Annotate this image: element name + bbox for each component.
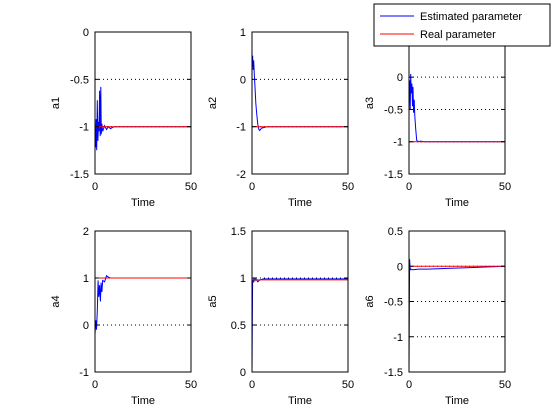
y-axis-label: a1 bbox=[50, 97, 62, 109]
y-tick-label: 0 bbox=[240, 367, 246, 379]
legend: Estimated parameter Real parameter bbox=[373, 3, 551, 47]
x-tick-label: 0 bbox=[249, 181, 255, 193]
y-tick-label: 1 bbox=[240, 273, 246, 285]
x-tick-label: 50 bbox=[185, 181, 197, 193]
x-axis-label: Time bbox=[288, 197, 312, 209]
axes-frame bbox=[94, 31, 192, 175]
y-tick-label: -1.5 bbox=[70, 169, 89, 181]
x-axis-label: Time bbox=[288, 395, 312, 407]
y-tick-label: 1 bbox=[83, 273, 89, 285]
x-tick-label: 0 bbox=[92, 379, 98, 391]
y-tick-label: -2 bbox=[236, 169, 246, 181]
x-tick-label: 50 bbox=[499, 181, 511, 193]
y-tick-label: -0.5 bbox=[384, 297, 403, 309]
x-tick-label: 0 bbox=[249, 379, 255, 391]
axes-frame bbox=[251, 230, 349, 373]
y-axis-label: a2 bbox=[207, 97, 219, 109]
x-tick-label: 50 bbox=[499, 379, 511, 391]
y-tick-label: -0.5 bbox=[70, 74, 89, 86]
subplot-a5: 0 0.5 1 1.5 0 50 Time a5 bbox=[207, 226, 354, 407]
y-tick-label: -1.5 bbox=[384, 169, 403, 181]
axes-frame bbox=[94, 230, 192, 373]
y-tick-label: 0.5 bbox=[388, 226, 403, 238]
y-tick-label: 0.5 bbox=[231, 320, 246, 332]
legend-box bbox=[373, 3, 551, 47]
y-tick-label: 0 bbox=[240, 74, 246, 86]
y-tick-label: -1 bbox=[393, 137, 403, 149]
axes-frame bbox=[251, 31, 349, 175]
y-axis-label: a4 bbox=[50, 295, 62, 307]
estimated-parameter-line bbox=[251, 277, 348, 373]
x-axis-label: Time bbox=[131, 395, 155, 407]
y-tick-label: -1 bbox=[79, 122, 89, 134]
subplot-a6: -1.5 -1 -0.5 0 0.5 0 50 Time a6 bbox=[364, 226, 511, 407]
y-tick-label: 0 bbox=[397, 72, 403, 84]
subplot-a2: -2 -1 0 1 0 50 Time a2 bbox=[207, 27, 354, 209]
y-tick-label: 0 bbox=[83, 27, 89, 39]
y-axis-label: a5 bbox=[207, 295, 219, 307]
x-tick-label: 50 bbox=[185, 379, 197, 391]
y-tick-label: -1 bbox=[79, 367, 89, 379]
y-tick-label: 1 bbox=[240, 27, 246, 39]
y-axis-label: a6 bbox=[364, 295, 376, 307]
legend-label-estimated: Estimated parameter bbox=[420, 11, 522, 23]
x-tick-label: 0 bbox=[406, 379, 412, 391]
y-tick-label: -1 bbox=[236, 122, 246, 134]
x-tick-label: 50 bbox=[342, 181, 354, 193]
legend-label-real: Real parameter bbox=[420, 29, 496, 41]
y-tick-label: 1.5 bbox=[231, 226, 246, 238]
y-tick-label: -1.5 bbox=[384, 367, 403, 379]
x-tick-label: 50 bbox=[342, 379, 354, 391]
y-tick-label: -1 bbox=[393, 332, 403, 344]
x-tick-label: 0 bbox=[92, 181, 98, 193]
y-tick-label: -0.5 bbox=[384, 104, 403, 116]
y-tick-label: 0 bbox=[83, 320, 89, 332]
x-axis-label: Time bbox=[445, 395, 469, 407]
subplot-a3: -1.5 -1 -0.5 0 0 50 Time a3 bbox=[364, 31, 511, 209]
x-axis-label: Time bbox=[131, 197, 155, 209]
x-axis-label: Time bbox=[445, 197, 469, 209]
y-tick-label: 2 bbox=[83, 226, 89, 238]
x-tick-label: 0 bbox=[406, 181, 412, 193]
y-tick-label: 0 bbox=[397, 261, 403, 273]
y-axis-label: a3 bbox=[364, 97, 376, 109]
subplot-a1: -1.5 -1 -0.5 0 0 50 Time a1 bbox=[50, 27, 197, 209]
